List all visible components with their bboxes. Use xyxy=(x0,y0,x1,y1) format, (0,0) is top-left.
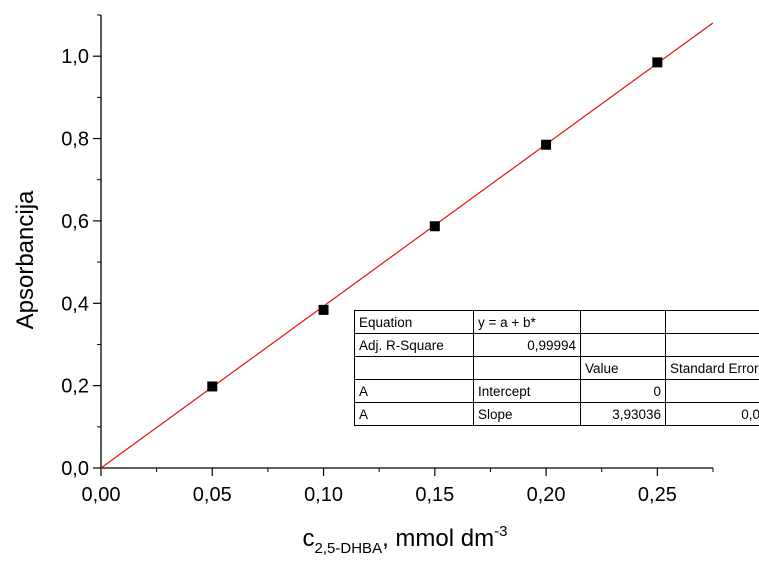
fit-table-row: Adj. R-Square 0,99994 xyxy=(354,333,759,357)
data-point xyxy=(318,304,329,315)
fit-table-row: Equation y = a + b* xyxy=(354,310,759,334)
y-tick-label: 0,2 xyxy=(61,376,89,398)
data-points xyxy=(207,57,663,392)
data-point xyxy=(429,221,440,232)
fit-table-cell: A xyxy=(354,379,474,403)
data-point xyxy=(207,381,218,392)
fit-table-cell xyxy=(580,333,666,357)
fit-table-cell: 0,00959 xyxy=(665,402,759,426)
fit-table-cell: Adj. R-Square xyxy=(354,333,474,357)
fit-line-group xyxy=(100,22,714,469)
fit-table-cell: A xyxy=(354,402,474,426)
fit-table-cell: Slope xyxy=(473,402,581,426)
fit-table-cell: Value xyxy=(580,356,666,380)
fit-table-cell: y = a + b* xyxy=(473,310,581,334)
x-axis-title-sub: 2,5-DHBA xyxy=(315,540,383,557)
fit-results-table: Equation y = a + b* Adj. R-Square 0,99994 Va… xyxy=(354,310,759,426)
data-point xyxy=(652,57,663,68)
x-axis-title-rest: , mmol dm xyxy=(382,525,494,552)
y-tick-label: 0,4 xyxy=(61,293,89,315)
y-tick-label: 0,0 xyxy=(61,458,89,480)
x-axis-title-sup: -3 xyxy=(494,523,507,540)
x-axis-title: c2,5-DHBA, mmol dm-3 xyxy=(303,523,508,557)
fit-table-cell: 3,93036 xyxy=(580,402,666,426)
data-point xyxy=(541,139,552,150)
fit-table-cell: 0,99994 xyxy=(473,333,581,357)
fit-table-cell xyxy=(665,333,759,357)
fit-table-cell: Standard Error xyxy=(665,356,759,380)
fit-table-cell: 0 xyxy=(580,379,666,403)
axes: 0,00 0,05 0,10 0,15 0,20 0,25 0,0 0,2 0,4 0,6 0,8 1… xyxy=(61,14,714,506)
fit-table-cell: Equation xyxy=(354,310,474,334)
x-tick-label: 0,15 xyxy=(415,484,454,506)
fit-results-table-container: Equation y = a + b* Adj. R-Square 0,99994 Va… xyxy=(354,310,759,445)
y-tick-label: 1,0 xyxy=(61,46,89,68)
x-tick-label: 0,20 xyxy=(527,484,566,506)
fit-table-cell: -- xyxy=(665,379,759,403)
fit-line xyxy=(100,22,714,469)
fit-table-cell: Intercept xyxy=(473,379,581,403)
y-tick-label: 0,6 xyxy=(61,211,89,233)
fit-table-cell xyxy=(354,356,474,380)
fit-table-cell xyxy=(665,310,759,334)
x-tick-label: 0,00 xyxy=(82,484,121,506)
x-tick-label: 0,05 xyxy=(193,484,232,506)
fit-table-row: Value Standard Error xyxy=(354,356,759,380)
y-axis-title: Apsorbancija xyxy=(12,190,39,329)
x-axis-title-main: c xyxy=(303,525,315,552)
x-tick-label: 0,10 xyxy=(304,484,343,506)
fit-table-cell xyxy=(473,356,581,380)
y-tick-label: 0,8 xyxy=(61,129,89,151)
fit-table-cell xyxy=(580,310,666,334)
x-tick-label: 0,25 xyxy=(638,484,677,506)
